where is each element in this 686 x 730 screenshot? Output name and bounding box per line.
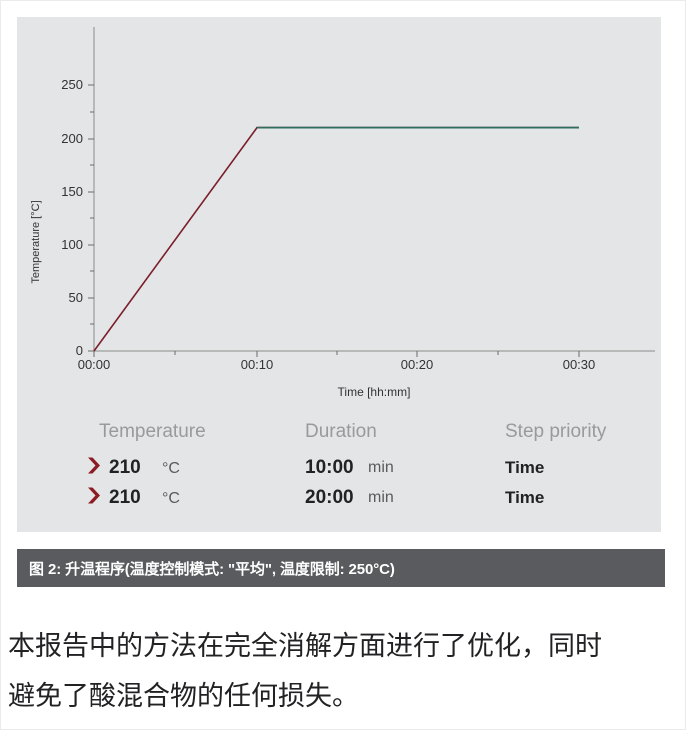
svg-text:150: 150	[61, 184, 83, 199]
svg-text:0: 0	[76, 343, 83, 358]
svg-text:250: 250	[61, 77, 83, 92]
svg-text:00:20: 00:20	[401, 357, 434, 372]
svg-text:Time [hh:mm]: Time [hh:mm]	[338, 385, 411, 399]
svg-text:100: 100	[61, 237, 83, 252]
svg-text:Temperature [°C]: Temperature [°C]	[30, 200, 42, 283]
svg-text:50: 50	[69, 290, 83, 305]
svg-text:00:00: 00:00	[78, 357, 111, 372]
svg-text:200: 200	[61, 131, 83, 146]
svg-text:00:10: 00:10	[241, 357, 274, 372]
svg-text:00:30: 00:30	[563, 357, 596, 372]
